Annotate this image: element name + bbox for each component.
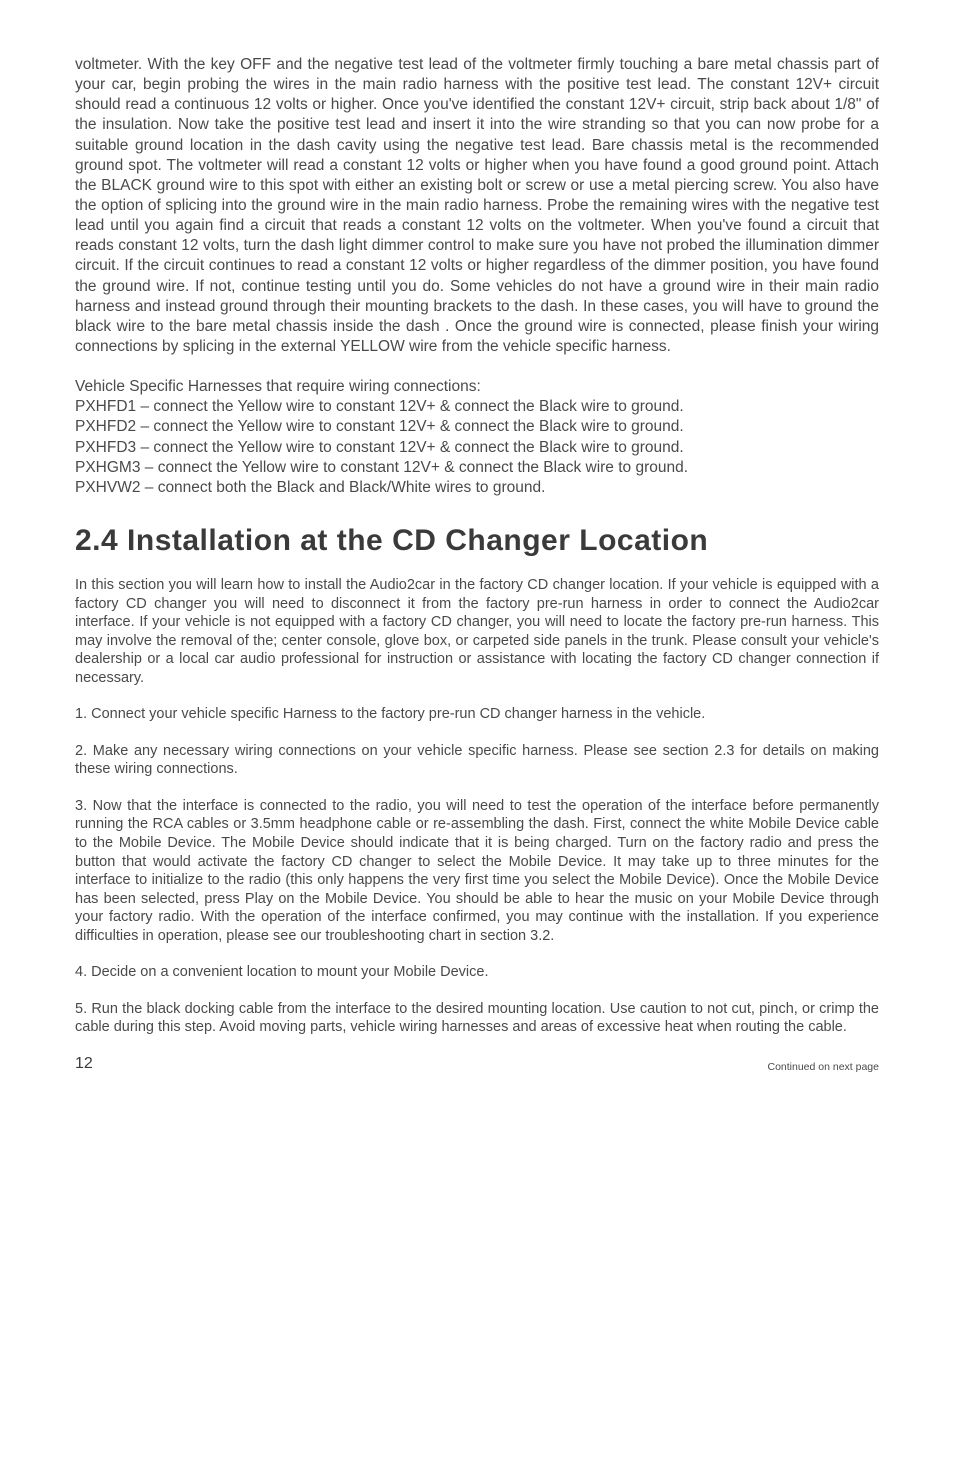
step-2: 2. Make any necessary wiring connections… xyxy=(75,742,879,779)
section-intro: In this section you will learn how to in… xyxy=(75,576,879,687)
harness-line-4: PXHGM3 – connect the Yellow wire to cons… xyxy=(75,458,879,478)
continued-label: Continued on next page xyxy=(767,1061,879,1073)
harness-block: Vehicle Specific Harnesses that require … xyxy=(75,377,879,498)
page-number: 12 xyxy=(75,1055,93,1073)
page-footer: 12 Continued on next page xyxy=(75,1055,879,1073)
step-5: 5. Run the black docking cable from the … xyxy=(75,1000,879,1037)
step-3: 3. Now that the interface is connected t… xyxy=(75,797,879,945)
step-1: 1. Connect your vehicle specific Harness… xyxy=(75,705,879,724)
harness-line-1: PXHFD1 – connect the Yellow wire to cons… xyxy=(75,397,879,417)
step-4: 4. Decide on a convenient location to mo… xyxy=(75,963,879,982)
harness-line-5: PXHVW2 – connect both the Black and Blac… xyxy=(75,478,879,498)
voltmeter-paragraph: voltmeter. With the key OFF and the nega… xyxy=(75,55,879,357)
harness-line-3: PXHFD3 – connect the Yellow wire to cons… xyxy=(75,438,879,458)
section-heading-2-4: 2.4 Installation at the CD Changer Locat… xyxy=(75,524,879,558)
harness-line-2: PXHFD2 – connect the Yellow wire to cons… xyxy=(75,417,879,437)
harness-intro: Vehicle Specific Harnesses that require … xyxy=(75,377,879,397)
